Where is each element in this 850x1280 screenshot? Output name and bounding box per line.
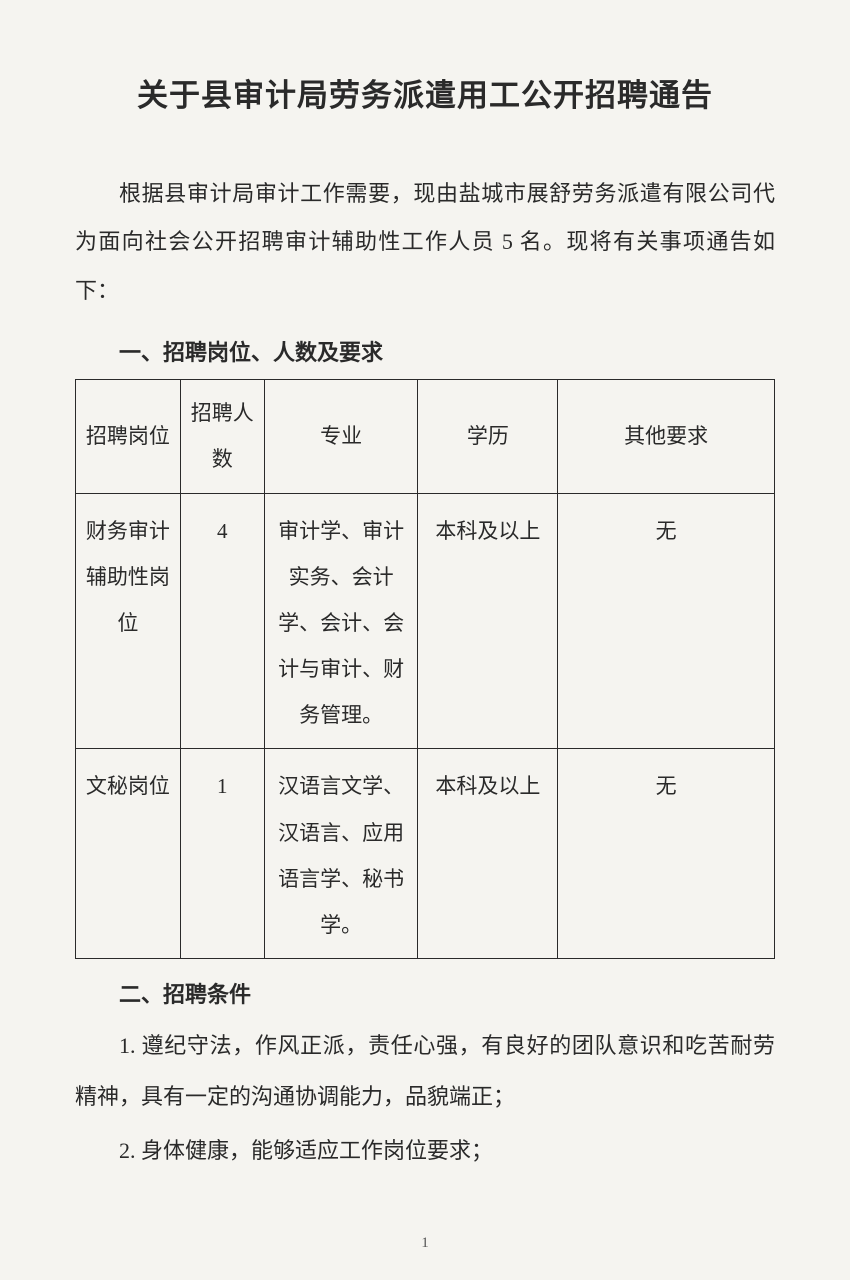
cell-other: 无 [558, 749, 775, 959]
section2-heading: 二、招聘条件 [75, 977, 775, 1009]
cell-major: 汉语言文学、汉语言、应用语言学、秘书学。 [264, 749, 418, 959]
table-header-row: 招聘岗位 招聘人数 专业 学历 其他要求 [76, 380, 775, 493]
intro-paragraph: 根据县审计局审计工作需要，现由盐城市展舒劳务派遣有限公司代为面向社会公开招聘审计… [75, 170, 775, 315]
header-major: 专业 [264, 380, 418, 493]
condition-item: 1. 遵纪守法，作风正派，责任心强，有良好的团队意识和吃苦耐劳精神，具有一定的沟… [75, 1021, 775, 1122]
header-education: 学历 [418, 380, 558, 493]
cell-other: 无 [558, 493, 775, 749]
cell-education: 本科及以上 [418, 493, 558, 749]
cell-major: 审计学、审计实务、会计学、会计、会计与审计、财务管理。 [264, 493, 418, 749]
document-title: 关于县审计局劳务派遣用工公开招聘通告 [75, 70, 775, 115]
cell-education: 本科及以上 [418, 749, 558, 959]
page-number: 1 [421, 1235, 429, 1252]
positions-table: 招聘岗位 招聘人数 专业 学历 其他要求 财务审计辅助性岗位 4 审计学、审计实… [75, 379, 775, 959]
header-position: 招聘岗位 [76, 380, 181, 493]
condition-item: 2. 身体健康，能够适应工作岗位要求； [75, 1126, 775, 1177]
cell-position: 文秘岗位 [76, 749, 181, 959]
cell-position: 财务审计辅助性岗位 [76, 493, 181, 749]
cell-count: 1 [180, 749, 264, 959]
header-other: 其他要求 [558, 380, 775, 493]
cell-count: 4 [180, 493, 264, 749]
section1-heading: 一、招聘岗位、人数及要求 [75, 335, 775, 367]
table-row: 财务审计辅助性岗位 4 审计学、审计实务、会计学、会计、会计与审计、财务管理。 … [76, 493, 775, 749]
table-row: 文秘岗位 1 汉语言文学、汉语言、应用语言学、秘书学。 本科及以上 无 [76, 749, 775, 959]
header-count: 招聘人数 [180, 380, 264, 493]
